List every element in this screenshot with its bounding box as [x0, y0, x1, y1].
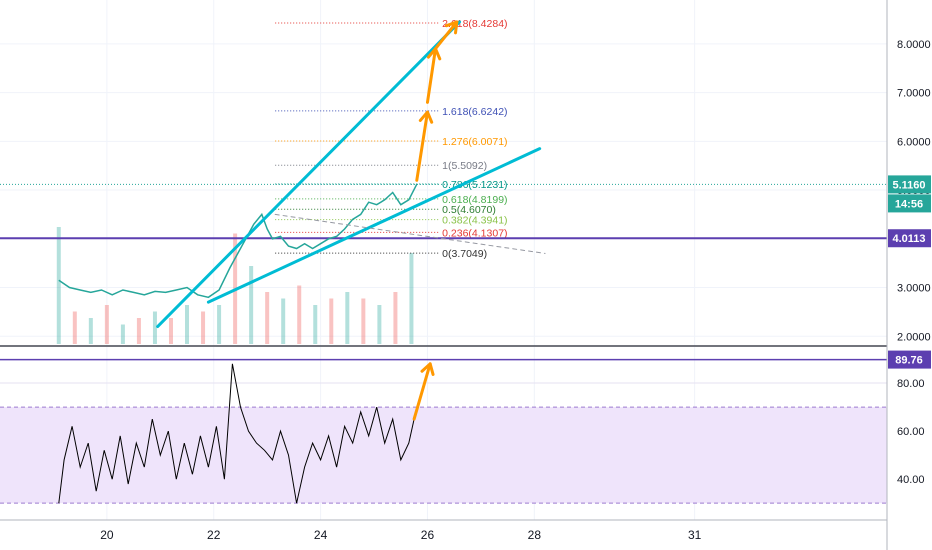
volume-bar	[56, 227, 61, 344]
rsi-axis-ticks: 80.00 60.00 40.00	[897, 378, 925, 486]
price-axis-tick-label: 7.0000	[897, 88, 931, 100]
countdown-badge: 14:56	[888, 194, 931, 213]
volume-bar	[297, 285, 302, 344]
rsi-value-badge-label: 89.76	[895, 355, 923, 367]
fib-level-label: 1.618(6.6242)	[442, 106, 507, 118]
fib-level-label: 0.618(4.8199)	[442, 194, 507, 206]
volume-bar	[329, 298, 334, 344]
fib-level-label: 0.5(4.6070)	[442, 204, 496, 216]
price-arrow	[415, 110, 429, 182]
last-price-badge-label: 5.1160	[892, 179, 925, 191]
time-axis[interactable]: 20 22 24 26 28 31	[0, 519, 887, 542]
price-axis-tick-label: 3.0000	[897, 283, 931, 295]
rsi-series	[58, 363, 415, 504]
fib-level-label: 1.276(6.0071)	[442, 136, 507, 148]
rsi-axis-tick-label: 60.00	[897, 426, 925, 438]
countdown-badge-label: 14:56	[895, 198, 923, 210]
price-axis-tick-label: 2.0000	[897, 331, 931, 343]
rsi-band	[0, 407, 887, 504]
last-price-badge-bg	[888, 175, 931, 194]
countdown-badge-bg	[888, 194, 931, 213]
volume-bar	[217, 305, 222, 344]
volume-bar	[377, 305, 382, 344]
time-axis-tick-label: 31	[688, 528, 702, 542]
time-axis-tick-label: 22	[207, 528, 221, 542]
rsi-arrow-line-head	[420, 362, 435, 376]
volume-bar	[120, 324, 125, 344]
rsi-value-badge: 89.76	[888, 350, 931, 369]
rsi-axis-tick-label: 40.00	[897, 474, 925, 486]
fib-level-label: 0.786(5.1231)	[442, 179, 507, 191]
rsi-value-badge-bg	[888, 350, 931, 369]
trendline	[206, 147, 542, 304]
rsi-arrow-line	[412, 362, 432, 421]
level-line-badge-bg	[888, 229, 931, 248]
volume-bar	[136, 318, 141, 344]
trendlines	[156, 20, 546, 329]
volume-bar	[313, 305, 318, 344]
volume-bar	[249, 266, 254, 344]
volume-bar	[265, 292, 270, 344]
rsi-axis-tick-label: 80.00	[897, 378, 925, 390]
volume-bar	[185, 305, 190, 344]
volume-bar	[201, 311, 206, 344]
volume-bar	[409, 253, 414, 344]
level-line-badge-label: 4.0113	[892, 233, 925, 245]
volume-bar	[393, 292, 398, 344]
price-arrows	[415, 20, 459, 182]
volume-bar	[88, 318, 93, 344]
volume-bars	[56, 227, 414, 344]
price-arrow	[433, 20, 459, 51]
time-axis-tick-label: 26	[421, 528, 435, 542]
price-axis-tick-label: 6.0000	[897, 136, 931, 148]
last-price-badge: 5.1160	[888, 175, 931, 194]
price-axis-tick-label: 8.0000	[897, 39, 931, 51]
volume-bar	[72, 311, 77, 344]
volume-bar	[281, 298, 286, 344]
fib-level-label: 0.382(4.3941)	[442, 215, 507, 227]
fib-levels: 2.618(8.4284)1.618(6.6242)1.276(6.0071)1…	[275, 18, 508, 260]
price-arrow-head	[445, 20, 459, 35]
rsi-arrow	[412, 362, 435, 421]
rsi-pane	[0, 358, 887, 504]
volume-bar	[361, 298, 366, 344]
price-arrow	[425, 47, 437, 104]
time-axis-tick-label: 28	[528, 528, 542, 542]
dashed-trendline	[274, 213, 546, 254]
time-axis-tick-label: 24	[314, 528, 328, 542]
price-series	[58, 183, 418, 299]
volume-bar	[104, 305, 109, 344]
volume-bar	[152, 311, 157, 344]
level-line-badge: 4.0113	[888, 229, 931, 248]
time-axis-ticks: 20 22 24 26 28 31	[100, 528, 701, 542]
fib-level-label: 0(3.7049)	[442, 248, 487, 260]
fib-level-label: 0.236(4.1307)	[442, 227, 507, 239]
right-price-axis[interactable]: 8.00007.00006.00005.00004.00003.00002.00…	[886, 0, 931, 550]
volume-bar	[168, 318, 173, 344]
trendline	[156, 20, 462, 329]
fib-level-label: 1(5.5092)	[442, 160, 487, 172]
time-axis-tick-label: 20	[100, 528, 114, 542]
volume-bar	[345, 292, 350, 344]
price-arrow-head	[418, 110, 434, 124]
